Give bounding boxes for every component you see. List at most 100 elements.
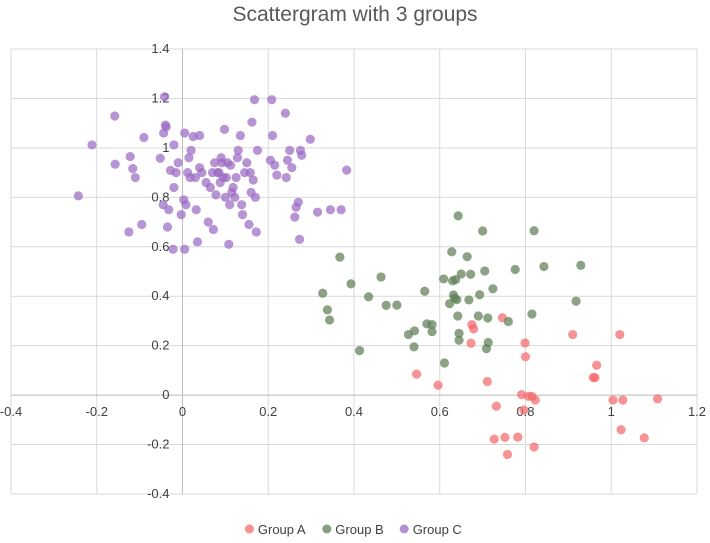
data-point-group-a [520,352,531,362]
data-point-group-c [155,153,165,163]
legend-label-group-c: Group C [413,522,462,537]
data-point-group-b [576,260,586,270]
x-tick-label: 1 [608,404,615,419]
data-point-group-c [192,237,203,247]
y-tick-label: -0.2 [147,437,169,452]
y-tick-label: 0 [162,387,169,402]
legend-marker-group-a [244,524,254,534]
data-point-group-b [376,272,386,282]
data-point-group-b [483,337,493,348]
data-point-group-c [287,163,297,173]
data-point-group-b [529,226,539,236]
data-point-group-c [231,172,241,183]
data-point-group-c [195,130,205,141]
data-point-group-b [451,275,461,285]
data-point-group-c [211,190,221,200]
data-point-group-c [205,182,215,193]
data-point-group-c [232,153,242,163]
data-point-group-c [237,200,247,210]
data-point-group-a [411,369,422,379]
data-point-group-c [180,244,190,254]
data-point-group-c [137,219,147,230]
data-point-group-c [184,153,194,163]
data-point-group-c [186,145,196,155]
data-point-group-c [190,172,200,183]
data-point-group-c [242,158,252,168]
data-point-group-c [110,111,120,121]
data-point-group-c [180,128,190,138]
data-point-group-b [354,346,365,356]
data-point-group-c [168,244,178,254]
x-tick-label: 0.4 [345,404,363,419]
data-point-group-b [427,320,437,330]
y-tick-label: 0.6 [151,239,169,254]
data-point-group-b [447,247,457,257]
data-point-group-a [500,432,510,442]
data-point-group-a [639,433,649,443]
data-point-group-c [169,140,179,150]
data-point-group-b [456,269,466,279]
data-point-group-a [482,376,492,387]
data-point-group-c [139,132,149,143]
data-point-group-b [322,305,333,315]
data-point-group-c [191,205,201,215]
data-point-group-a [502,449,513,460]
data-point-group-c [250,192,260,202]
data-point-group-a [568,329,578,340]
data-point-group-c [297,150,307,160]
data-point-group-b [381,300,391,310]
data-point-group-a [491,401,501,411]
y-tick-label: -0.4 [147,486,169,501]
data-point-group-b [363,292,374,302]
data-point-group-c [210,158,220,168]
data-point-group-a [433,380,443,390]
legend-label-group-b: Group B [335,522,383,537]
data-point-group-c [280,108,290,118]
data-point-group-b [527,309,537,319]
data-point-group-c [176,210,186,220]
data-point-group-b [462,252,472,262]
data-point-group-c [282,155,293,165]
data-point-group-b [346,279,356,289]
data-point-group-b [483,313,493,323]
data-point-group-b [454,335,464,345]
data-point-group-c [285,145,295,155]
data-point-group-c [293,197,303,207]
x-tick-label: -0.4 [0,404,22,419]
data-point-group-c [73,191,83,201]
data-point-group-c [221,172,231,183]
data-point-group-c [171,168,181,178]
data-point-group-a [616,425,626,435]
data-point-group-b [488,284,498,294]
data-point-group-c [173,158,183,168]
data-point-group-a [520,338,530,348]
x-tick-label: 0.6 [431,404,449,419]
legend-marker-group-b [322,524,332,534]
data-point-group-b [466,269,476,279]
data-point-group-b [420,286,430,296]
data-point-group-c [305,134,315,144]
legend-marker-group-c [399,524,409,534]
data-point-group-c [225,160,236,170]
data-point-group-a [519,405,529,415]
data-point-group-a [652,394,663,404]
data-point-group-b [480,266,490,276]
data-point-group-b [464,295,474,305]
data-point-group-b [503,316,513,327]
data-point-group-b [454,328,464,338]
x-tick-label: 0.2 [259,404,277,419]
data-point-group-c [224,239,234,249]
data-point-group-c [130,172,140,183]
x-tick-label: 0 [179,404,186,419]
data-point-group-c [272,170,282,180]
data-point-group-c [219,124,230,134]
data-point-group-c [249,95,260,105]
data-point-group-b [427,326,437,337]
data-point-group-b [453,311,463,321]
data-point-group-c [230,192,240,202]
data-point-group-b [510,264,520,275]
data-point-group-c [162,222,173,232]
y-tick-label: 0.4 [151,288,169,303]
